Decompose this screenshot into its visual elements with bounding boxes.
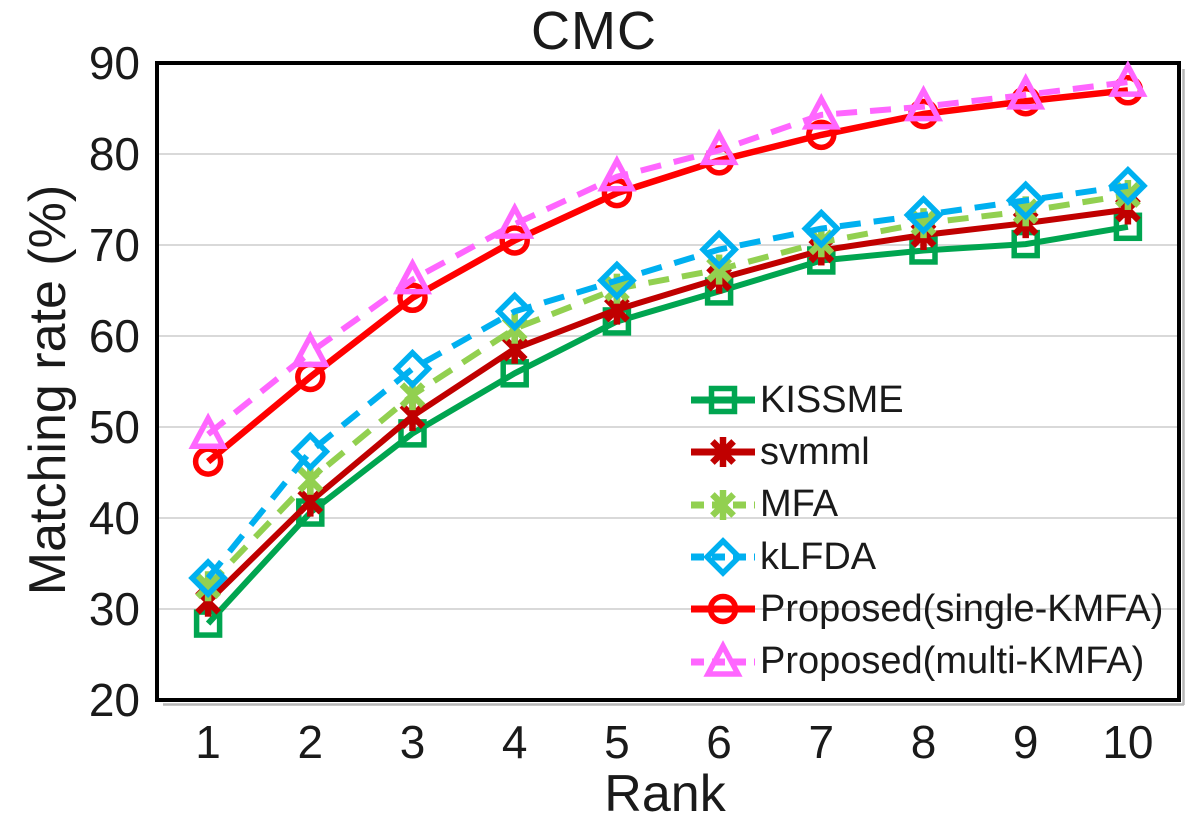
x-tick-label: 2 (298, 716, 324, 768)
legend-swatch-diamond-icon (691, 537, 755, 577)
series-line-svmml (206, 206, 1129, 604)
legend-label-svmml: svmml (760, 430, 870, 473)
data-point-diamond (392, 348, 433, 389)
data-point-asterisk (910, 210, 937, 237)
x-tick-label: 6 (706, 716, 732, 768)
x-tick-label: 10 (1102, 716, 1153, 768)
data-point-triangle (495, 202, 535, 239)
plot-frame (155, 61, 1181, 702)
legend-label-proposed-multi-kmfa: Proposed(multi-KMFA) (760, 640, 1145, 683)
data-point-triangle (703, 639, 743, 677)
data-point-circle (601, 177, 633, 209)
series-klfda (188, 165, 1148, 598)
y-tick-label: 90 (89, 37, 140, 89)
data-point-asterisk (604, 275, 630, 302)
x-tick-label: 5 (604, 716, 630, 768)
y-tick-label: 40 (89, 492, 140, 544)
data-point-circle (707, 594, 739, 625)
x-tick-label: 7 (809, 716, 835, 768)
data-point-diamond (188, 558, 228, 598)
data-point-triangle (597, 154, 637, 192)
data-point-diamond (1005, 180, 1046, 221)
legend-label-kissme: KISSME (760, 378, 904, 421)
data-point-asterisk (297, 488, 324, 515)
data-point-asterisk (710, 491, 736, 518)
x-tick-label: 4 (502, 716, 528, 768)
x-tick-label: 1 (195, 716, 221, 768)
series-line-kissme (205, 223, 1129, 626)
data-point-triangle (188, 412, 228, 450)
legend-swatch-circle-icon (691, 594, 755, 625)
data-point-asterisk (399, 403, 426, 429)
data-point-circle (806, 119, 837, 151)
legend-swatch-triangle-icon (691, 639, 755, 677)
data-point-asterisk (195, 573, 221, 600)
y-tick-label: 20 (89, 674, 140, 726)
legend-item-klfda: kLFDA (690, 531, 1163, 583)
x-tick-label: 9 (1013, 716, 1039, 768)
data-point-asterisk (1012, 198, 1039, 225)
x-tick-label: 8 (911, 716, 937, 768)
y-tick-label: 60 (89, 310, 140, 362)
data-point-diamond (290, 431, 331, 472)
series-line-proposed-multi-kmfa (206, 79, 1129, 437)
data-point-triangle (1006, 73, 1046, 110)
data-point-triangle (290, 330, 330, 368)
data-point-asterisk (706, 256, 732, 283)
data-point-diamond (699, 229, 739, 270)
y-tick-label: 50 (89, 401, 140, 453)
data-point-triangle (903, 84, 944, 122)
data-point-diamond (703, 537, 743, 577)
legend-item-mfa: MFA (690, 479, 1163, 531)
legend-item-svmml: svmml (690, 426, 1163, 478)
data-point-diamond (903, 195, 944, 235)
x-tick-label: 3 (400, 716, 426, 768)
series-line-mfa (205, 191, 1129, 589)
data-point-square (708, 385, 738, 415)
data-point-asterisk (710, 439, 736, 466)
y-tick-label: 80 (89, 128, 140, 180)
legend-item-proposed-single-kmfa: Proposed(single-KMFA) (690, 583, 1163, 635)
legend-label-mfa: MFA (760, 483, 839, 526)
series-line-proposed-single-kmfa (206, 87, 1129, 465)
y-tick-label: 70 (89, 219, 140, 271)
x-tick-labels: 1 2 3 4 5 6 7 8 9 10 (195, 716, 1153, 768)
data-point-diamond (494, 291, 535, 332)
data-point-triangle (1108, 60, 1148, 97)
legend: KISSME svmml MFA kLFDA Proposed(single-KMFA)… (690, 374, 1163, 688)
data-point-diamond (597, 260, 637, 301)
legend-item-proposed-multi-kmfa: Proposed(multi-KMFA) (690, 635, 1163, 687)
data-point-asterisk (1115, 182, 1141, 208)
y-tick-label: 30 (89, 583, 140, 635)
gridlines (157, 153, 1179, 610)
legend-swatch-square-icon (691, 385, 755, 415)
y-axis-label: Matching rate (%) (19, 184, 77, 596)
x-axis-label: Rank (604, 765, 726, 823)
legend-swatch-asterisk-icon (691, 489, 755, 520)
data-point-asterisk (399, 382, 426, 409)
legend-swatch-asterisk-icon (691, 437, 755, 468)
data-point-triangle (392, 257, 433, 295)
data-point-asterisk (501, 335, 528, 362)
legend-label-proposed-single-kmfa: Proposed(single-KMFA) (760, 587, 1164, 630)
chart-title: CMC (531, 1, 657, 61)
data-point-triangle (699, 128, 739, 166)
data-point-diamond (801, 208, 842, 249)
data-point-triangle (801, 93, 841, 130)
legend-item-kissme: KISSME (690, 374, 1163, 426)
data-point-asterisk (297, 466, 324, 493)
series-proposed-multi-kmfa (188, 60, 1148, 450)
y-tick-labels: 20 30 40 50 60 70 80 90 (89, 37, 140, 726)
data-point-circle (397, 282, 428, 314)
data-point-diamond (1108, 165, 1148, 206)
legend-label-klfda: kLFDA (760, 535, 877, 578)
data-point-circle (192, 446, 224, 477)
data-point-circle (499, 225, 530, 256)
data-point-asterisk (604, 296, 630, 323)
